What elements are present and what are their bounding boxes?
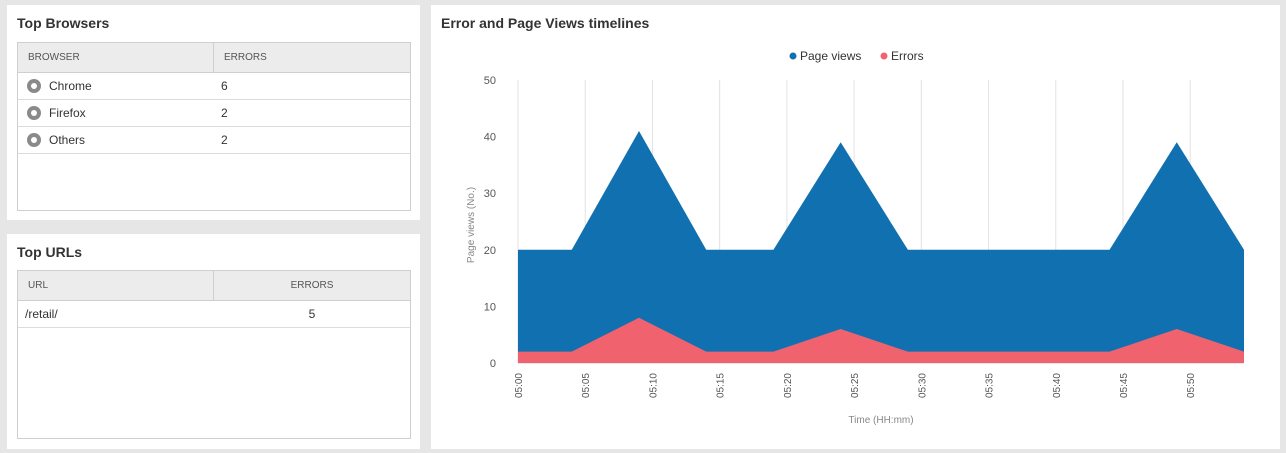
- y-tick-label: 30: [484, 188, 496, 200]
- x-tick-label: 05:10: [648, 373, 659, 398]
- timeline-title: Error and Page Views timelines: [441, 15, 650, 31]
- table-row[interactable]: /retail/ 5: [18, 301, 410, 328]
- y-tick-label: 0: [490, 358, 496, 370]
- errors-value: 5: [308, 307, 316, 321]
- x-tick-label: 05:25: [850, 373, 861, 398]
- y-tick-label: 10: [484, 301, 496, 313]
- x-tick-label: 05:40: [1052, 373, 1063, 398]
- browsers-table-header: BROWSER ERRORS: [18, 43, 410, 73]
- browser-name: Others: [49, 132, 86, 147]
- top-browsers-panel: Top Browsers BROWSER ERRORS Chrome 6 Fir…: [7, 5, 420, 220]
- timeline-panel: Error and Page Views timelines 0 10 20 30 40…: [431, 5, 1280, 449]
- x-tick-label: 05:35: [985, 373, 996, 398]
- y-tick-label: 50: [484, 75, 496, 87]
- y-axis-label: Page views (No.): [466, 187, 477, 263]
- series-area-page-views: [518, 130, 1244, 363]
- column-header-url[interactable]: URL: [18, 271, 214, 300]
- urls-table-header: URL ERRORS: [18, 271, 410, 301]
- browsers-table: BROWSER ERRORS Chrome 6 Firefox 2 Others…: [17, 42, 411, 211]
- table-row[interactable]: Chrome 6: [18, 73, 410, 100]
- errors-value: 2: [221, 133, 228, 147]
- column-header-errors[interactable]: ERRORS: [224, 52, 267, 63]
- x-axis-label: Time (HH:mm): [848, 415, 913, 426]
- errors-value: 6: [221, 79, 228, 93]
- column-header-errors[interactable]: ERRORS: [290, 280, 334, 291]
- table-row[interactable]: Firefox 2: [18, 100, 410, 127]
- series-area-errors: [518, 317, 1244, 363]
- legend-marker: [880, 52, 888, 60]
- top-urls-title: Top URLs: [17, 244, 83, 260]
- top-urls-panel: Top URLs URL ERRORS /retail/ 5: [7, 234, 420, 449]
- x-tick-label: 05:20: [783, 373, 794, 398]
- legend-label: Errors: [891, 49, 924, 63]
- y-tick-label: 20: [484, 245, 496, 257]
- browser-name: Chrome: [49, 78, 92, 93]
- legend-marker: [789, 52, 797, 60]
- x-tick-label: 05:05: [581, 373, 592, 398]
- ie-icon: [27, 133, 41, 148]
- url-value: /retail/: [25, 307, 58, 321]
- x-tick-label: 05:15: [716, 373, 727, 398]
- x-tick-label: 05:00: [514, 373, 525, 398]
- firefox-icon: [27, 106, 41, 121]
- top-browsers-title: Top Browsers: [17, 15, 110, 31]
- x-tick-label: 05:45: [1119, 373, 1130, 398]
- table-row[interactable]: Others 2: [18, 127, 410, 154]
- x-tick-label: 05:30: [917, 373, 928, 398]
- urls-table: URL ERRORS /retail/ 5: [17, 270, 411, 439]
- chrome-icon: [27, 79, 41, 94]
- y-tick-label: 40: [484, 132, 496, 144]
- x-tick-label: 05:50: [1186, 373, 1197, 398]
- errors-value: 2: [221, 106, 228, 120]
- column-header-browser[interactable]: BROWSER: [18, 43, 214, 72]
- legend-label: Page views: [800, 49, 861, 63]
- timeline-chart: 0 10 20 30 40 50 05:00 05:05 05:10 05:15 05:20 05:2…: [466, 49, 1244, 426]
- browser-name: Firefox: [49, 105, 86, 120]
